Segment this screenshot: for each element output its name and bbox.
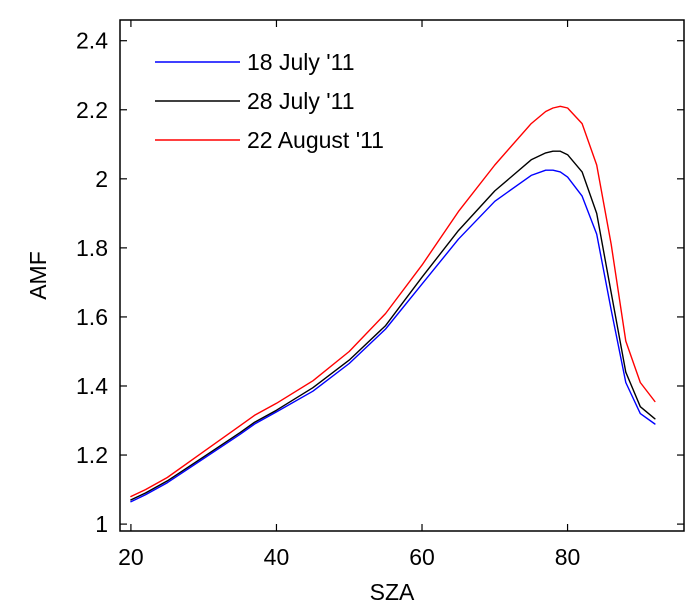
- y-tick-label: 1.4: [76, 373, 108, 399]
- y-tick-label: 1: [95, 511, 108, 537]
- y-tick-label: 1.2: [76, 442, 108, 468]
- legend-label-3: 22 August '11: [247, 127, 384, 153]
- x-tick-label: 60: [409, 544, 435, 570]
- series-line-3: [130, 105, 656, 498]
- x-tick-label: 80: [555, 544, 581, 570]
- x-tick-label: 20: [118, 544, 144, 570]
- y-tick-label: 2: [95, 166, 108, 192]
- plot-area-frame: [119, 19, 685, 532]
- y-axis-title: AMF: [25, 251, 51, 300]
- y-tick-label: 2.2: [76, 97, 108, 123]
- legend-label-1: 18 July '11: [247, 49, 355, 75]
- axis-ticks: 20 40 60 80 1 1.2 1.4 1.6 1.8 2 2.2 2.4: [76, 20, 684, 570]
- legend: 18 July '11 28 July '11 22 August '11: [155, 49, 384, 153]
- legend-label-2: 28 July '11: [247, 88, 355, 114]
- series-line-2: [130, 150, 656, 501]
- series-line-1: [130, 169, 656, 503]
- y-tick-label: 1.8: [76, 235, 108, 261]
- x-axis-title: SZA: [370, 579, 415, 605]
- y-tick-label: 2.4: [76, 28, 108, 54]
- chart-marks: [130, 105, 656, 503]
- y-tick-label: 1.6: [76, 304, 108, 330]
- x-tick-label: 40: [264, 544, 290, 570]
